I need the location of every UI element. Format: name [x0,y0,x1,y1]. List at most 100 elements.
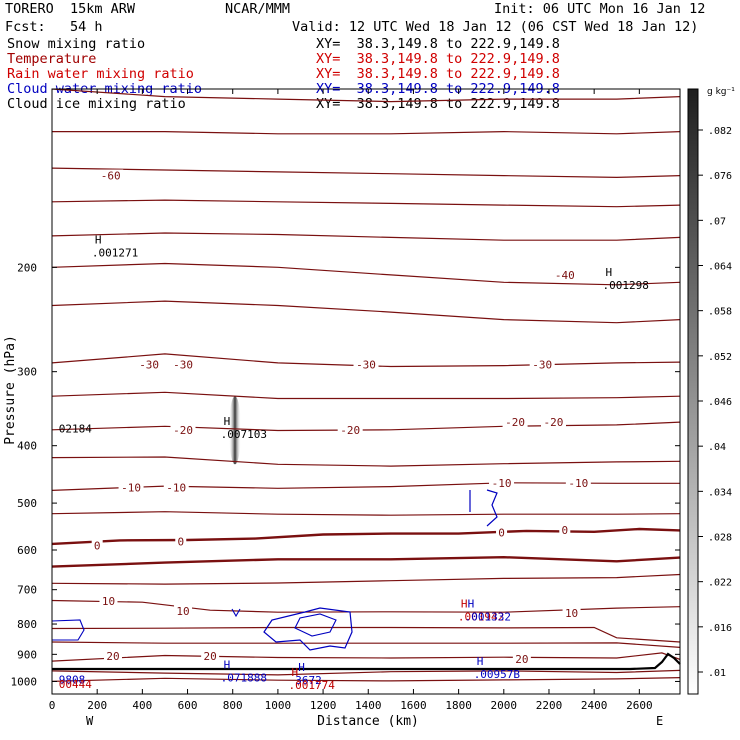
x-tick-label: 400 [132,699,152,712]
extremum-marker: H [461,598,468,611]
colorbar-tick-label: .046 [708,397,732,408]
temperature-contour [52,652,680,662]
annotation-layer: -60 -40 -30 -30 -30 -30 -20 -20 -20 -20 -10 -10 -10 -… [59,169,649,692]
contour-label: -20 [544,416,564,429]
contour-label-bg [540,416,566,429]
contour-label: 10 [565,607,578,620]
temperature-contour [52,262,680,286]
contour-label-bg [559,523,571,536]
contour-label: 10 [176,605,189,618]
valid-time: Valid: 12 UTC Wed 18 Jan 12 (06 CST Wed … [292,19,699,35]
x-tick-label: 2600 [626,699,653,712]
colorbar-tick-label: .028 [708,533,732,544]
colorbar-fill [687,88,699,695]
contour-label-bg [163,481,189,494]
contour-label: -30 [356,359,376,372]
extremum-value: .001271 [92,246,138,259]
contour-label: -30 [139,359,159,372]
contour-label-bg [91,539,103,552]
x-tick-label: 600 [178,699,198,712]
colorbar-tick-label: .076 [708,171,732,182]
temperature-contour [52,511,680,516]
y-axis-title: Pressure (hPa) [3,335,18,445]
init-time: Init: 06 UTC Mon 16 Jan 12 [494,1,706,17]
x-tick-label: 0 [49,699,56,712]
y-tick-label: 1000 [11,675,38,688]
contour-label: -20 [340,424,360,437]
contour-label-bg [496,526,508,539]
temperature-contour [52,391,680,400]
extremum-value: .001332 [465,611,511,624]
extremum-marker: H [95,233,102,246]
contour-label-bg [489,476,515,489]
contour-label: -10 [492,477,512,490]
x-tick-label: 1600 [400,699,427,712]
temperature-contour [52,641,680,648]
colorbar-tick-label: .058 [708,307,732,318]
colorbar-ticks: .01 .016 .022 .028 .034 .04 .046 .052 .058 .064 .0… [698,126,732,679]
x-tick-label: 2200 [536,699,563,712]
temperature-contour [52,555,680,568]
y-tick-label: 300 [17,366,37,379]
contour-label: 0 [561,524,568,537]
contour-label-bg [565,476,591,489]
contour-label-bg [529,358,555,371]
colorbar-unit: g kg⁻¹ [707,87,735,97]
contour-label: -10 [121,482,141,495]
temperature-contour [52,130,680,135]
temperature-contour [52,573,680,585]
contour-label: 0 [498,526,505,539]
contour-label-bg [337,423,363,436]
temperature-contour [52,167,680,179]
contour-label: 0 [94,540,101,553]
contour-label-bg [103,650,122,663]
field-name-rain: Rain water mixing ratio [7,66,194,82]
temperature-contour [52,300,680,324]
y-tick-label: 500 [17,497,37,510]
extremum-value: .071888 [221,671,267,684]
colorbar-tick-label: .07 [708,216,726,227]
extremum-marker: H [224,658,231,671]
x-tick-label: 200 [87,699,107,712]
contour-label-bg [99,594,118,607]
colorbar-tick-label: .064 [708,262,732,273]
contour-label-bg [552,268,578,281]
contour-label: -40 [555,269,575,282]
y-tick-label: 400 [17,440,37,453]
contour-label: -30 [173,359,193,372]
colorbar-tick-label: .04 [708,442,726,453]
contour-label-bg [512,653,531,666]
contour-label: 0 [177,535,184,548]
y-tick-label: 700 [17,584,37,597]
contour-label: -10 [568,477,588,490]
temperature-contour [52,456,680,467]
cloud-water-contour [294,613,337,637]
contour-label-bg [136,358,162,371]
contour-label: 10 [102,595,115,608]
colorbar: .01 .016 .022 .028 .034 .04 .046 .052 .058 .064 .0… [687,87,735,695]
field-xy-rain: XY= 38.3,149.8 to 222.9,149.8 [316,66,560,82]
temperature-contour [52,89,680,103]
contour-label: -20 [173,424,193,437]
terrain-line [52,652,681,671]
extremum-value: 9808 [59,673,86,686]
x-axis-west-label: W [86,714,94,728]
y-tick-label: 900 [17,648,37,661]
contour-label-bg [170,358,196,371]
extremum-marker: H [224,415,231,428]
contour-label-bg [98,169,124,182]
model-title: TORERO 15km ARW [5,1,136,17]
colorbar-tick-label: .016 [708,623,732,634]
temperature-contour [52,199,680,208]
colorbar-tick-label: .034 [708,487,732,498]
field-name-temperature: Temperature [7,51,97,67]
contour-label-bg [353,358,379,371]
contour-label-bg [201,650,220,663]
colorbar-tick-label: .052 [708,352,732,363]
field-name-cloud-water: Cloud water mixing ratio [7,81,203,97]
field-xy-temperature: XY= 38.3,149.8 to 222.9,149.8 [316,51,560,67]
contour-label-bg [562,607,581,620]
temperature-contour [52,232,680,241]
contour-label-bg [175,535,187,548]
cloud-water-contour [469,489,498,527]
